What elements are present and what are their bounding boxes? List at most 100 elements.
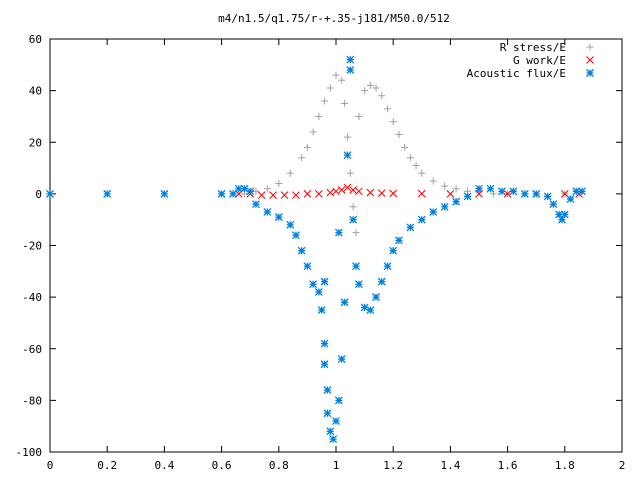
data-point (338, 76, 346, 84)
data-point (377, 189, 386, 197)
data-point (326, 84, 334, 92)
data-point (340, 298, 349, 307)
data-point (378, 92, 386, 100)
data-point (341, 100, 349, 108)
data-point (346, 55, 355, 64)
data-point (429, 207, 438, 216)
data-point (366, 306, 375, 314)
data-point (394, 236, 403, 245)
data-point (292, 191, 300, 200)
data-point (160, 189, 169, 198)
x-tick-label: 1.2 (383, 459, 403, 472)
data-point (246, 187, 255, 196)
data-point (417, 215, 426, 224)
x-tick-label: 1.8 (555, 459, 575, 472)
data-point (578, 187, 586, 196)
data-point (497, 187, 506, 196)
x-tick-label: 2 (619, 459, 626, 472)
x-tick-label: 0.6 (212, 459, 232, 472)
y-tick-label: -80 (22, 394, 42, 407)
y-tick-label: 0 (35, 188, 42, 201)
data-point (452, 185, 460, 193)
data-point (355, 112, 363, 120)
data-point (317, 306, 326, 314)
y-tick-label: -20 (22, 240, 42, 253)
data-point (395, 131, 403, 139)
data-point (572, 187, 581, 196)
x-tick-label: 0.8 (269, 459, 289, 472)
data-point (417, 189, 426, 198)
data-point (543, 192, 552, 201)
data-point (520, 189, 529, 198)
data-point (329, 435, 338, 444)
data-point (560, 210, 569, 219)
x-tick-label: 0.2 (97, 459, 117, 472)
legend-label: G work/E (513, 54, 566, 67)
data-point (441, 182, 449, 190)
data-point (103, 189, 112, 198)
data-point (463, 192, 472, 201)
data-point (334, 396, 343, 405)
data-point (349, 215, 358, 224)
data-point (418, 169, 426, 177)
data-point (286, 220, 295, 229)
data-point (274, 213, 283, 222)
data-point (332, 187, 340, 196)
data-point (452, 197, 461, 206)
data-point (275, 180, 283, 188)
data-point (326, 427, 335, 436)
data-point (352, 229, 360, 237)
data-point (389, 118, 397, 126)
data-point (349, 186, 358, 194)
data-point (320, 339, 329, 348)
y-tick-label: 40 (29, 85, 42, 98)
data-point (346, 169, 354, 177)
data-point (475, 184, 483, 193)
data-point (303, 262, 312, 271)
data-point (332, 71, 340, 79)
legend-label: R stress/E (500, 41, 566, 54)
data-point (383, 262, 392, 271)
data-point (557, 215, 566, 224)
data-point (343, 133, 351, 141)
data-point (309, 280, 318, 289)
data-point (406, 223, 415, 232)
data-point (372, 293, 380, 302)
data-point (355, 187, 363, 196)
data-point (292, 231, 300, 240)
data-point (257, 191, 266, 200)
data-point (298, 154, 306, 162)
y-tick-label: 20 (29, 136, 42, 149)
data-point (303, 143, 311, 151)
data-point (326, 188, 335, 197)
y-tick-label: 60 (29, 33, 42, 46)
data-point (320, 360, 329, 369)
data-point (315, 112, 323, 120)
y-tick-label: -100 (16, 446, 43, 459)
data-point (269, 191, 277, 200)
data-point (412, 161, 420, 169)
data-point (332, 417, 340, 425)
data-point (361, 87, 369, 95)
data-point (337, 355, 346, 364)
legend-marker (586, 56, 594, 64)
data-point (429, 177, 437, 185)
data-point (401, 143, 409, 151)
data-point (229, 189, 237, 198)
x-tick-label: 0 (47, 459, 54, 472)
data-point (240, 184, 249, 193)
legend-marker (586, 43, 594, 51)
y-tick-label: -40 (22, 291, 42, 304)
data-point (309, 128, 317, 136)
data-point (389, 246, 398, 255)
data-point (234, 184, 243, 193)
axes-layer (49, 38, 623, 453)
chart-title: m4/n1.5/q1.75/r-+.35-j181/M50.0/512 (218, 12, 450, 25)
data-point (532, 189, 541, 198)
data-point (383, 105, 391, 113)
data-point (389, 189, 398, 198)
data-point (377, 277, 386, 286)
